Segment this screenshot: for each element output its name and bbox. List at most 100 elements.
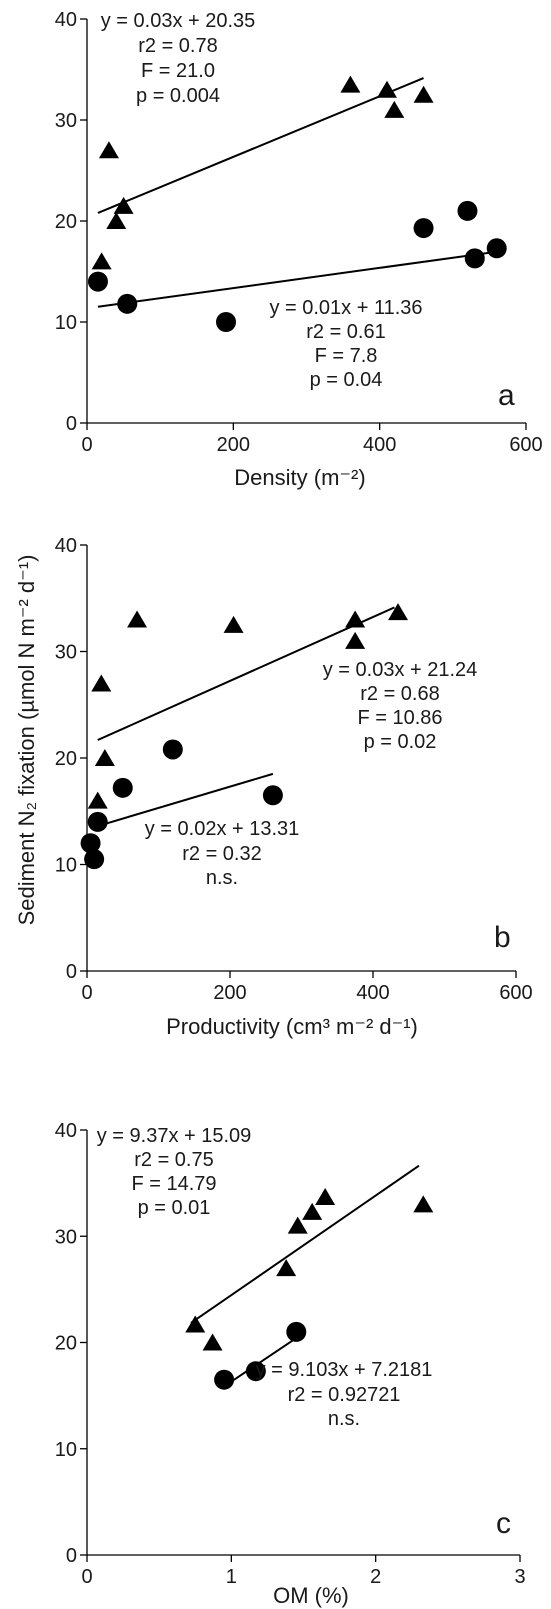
panel-a-triangle-p: p = 0.004 [136,85,220,107]
panel-a-triangle-r2: r2 = 0.78 [138,35,218,57]
panel-b-circle-point [84,849,105,870]
panel-c-y-tick-label: 30 [55,1226,77,1248]
panel-c-y-tick-label: 0 [66,1545,77,1567]
panel-c-triangle-point [276,1259,297,1277]
shared-y-axis-label: Sediment N₂ fixation (µmol N m⁻² d⁻¹) [14,555,39,926]
panel-c-triangle-point [413,1195,434,1213]
panel-a-circle-equation: y = 0.01x + 11.36 [269,297,422,319]
panel-a-circle-point [87,271,108,292]
panel-b-letter: b [494,921,511,954]
panel-a-y-tick-label: 30 [55,110,77,132]
panel-a-triangle-fit-line [97,77,424,214]
panel-a-circle-point [486,238,507,259]
panel-b-triangle-point [87,791,108,809]
panel-b-circle-point [80,833,101,854]
panel-a-x-tick-label: 600 [509,434,542,456]
panel-c-annotations: y = 9.37x + 15.09 r2 = 0.75 F = 14.79 p … [97,1125,511,1540]
panel-a-annotations: y = 0.03x + 20.35 r2 = 0.78 F = 21.0 p =… [101,10,515,412]
panel-b-circle-point [162,739,183,760]
panel-c-triangle-r2: r2 = 0.75 [134,1149,214,1171]
panel-a-triangle-point [384,100,405,118]
panel-c-circle-point [245,1361,266,1382]
panel-a-y-tick-label: 10 [55,312,77,334]
panel-a-triangle-point [106,212,127,229]
panel-b-x-tick-label: 0 [81,982,92,1004]
panel-c-x-tick-label: 3 [514,1566,525,1588]
panel-a-letter: a [498,379,515,412]
panel-a-triangle-point [376,80,397,98]
panel-c-circle-point [286,1321,307,1342]
panel-a-x-tick-label: 200 [217,434,250,456]
panel-a-circle-fit-line [97,250,501,308]
panel-c-circle-ns: n.s. [328,1408,360,1430]
panel-a-circle-r2: r2 = 0.61 [306,321,386,343]
panel-c-triangle-point [287,1216,308,1234]
panel-b-triangle-point [127,610,148,628]
panel-a-triangle-point [413,85,434,103]
panel-b-y-tick-label: 10 [55,855,77,877]
panel-a-x-tick-label: 0 [81,434,92,456]
panel-c: 0 10 20 30 40 0 1 2 3 y = 9.37x + 15.09 r2 = 0.7… [55,1120,526,1608]
panel-c-circle-r2: r2 = 0.92721 [288,1384,401,1406]
panel-b-circle-ns: n.s. [206,867,238,889]
panel-b-triangle-point [223,615,244,633]
panel-b-triangle-point [91,674,112,692]
panel-c-triangle-fit-line [190,1164,420,1324]
panel-a-circle-point [216,312,237,332]
panel-c-marks: 0 10 20 30 40 0 1 2 3 [55,1120,526,1588]
panel-a-triangle-point [91,252,112,270]
panel-b-triangle-equation: y = 0.03x + 21.24 [323,659,478,681]
panel-b-circle-point [87,811,108,832]
panel-c-x-tick-label: 1 [226,1566,237,1588]
panel-c-x-axis-label: OM (%) [273,1583,349,1608]
panel-a-triangle-f: F = 21.0 [141,60,215,82]
panel-a-triangle-point [98,141,119,159]
panel-c-letter: c [496,1507,511,1540]
panel-b-x-tick-label: 600 [499,982,532,1004]
panel-b-y-tick-label: 20 [55,748,77,770]
panel-b-x-axis-label: Productivity (cm³ m⁻² d⁻¹) [166,1014,418,1039]
panel-b-triangle-point [345,631,366,649]
panel-b-triangle-p: p = 0.02 [364,731,437,753]
panel-b-circle-point [112,777,133,798]
panel-c-triangle-f: F = 14.79 [131,1173,216,1195]
panel-c-triangle-point [315,1187,336,1205]
panel-a-triangle-equation: y = 0.03x + 20.35 [101,10,256,32]
panel-b-triangle-f: F = 10.86 [357,707,442,729]
panel-b-triangle-point [94,749,115,766]
panel-c-triangle-equation: y = 9.37x + 15.09 [97,1125,252,1147]
panel-b-circle-fit-line [90,772,274,830]
panel-b-x-tick-label: 400 [356,982,389,1004]
panel-c-x-tick-label: 0 [81,1566,92,1588]
panel-c-circle-point [214,1369,235,1390]
panel-a-circle-f: F = 7.8 [315,345,378,367]
panel-a-triangle-point [113,196,134,214]
panel-b-triangle-point [345,610,366,628]
panel-c-y-tick-label: 10 [55,1439,77,1461]
panel-c-triangle-point [202,1333,223,1351]
panel-b-y-tick-label: 30 [55,642,77,664]
panel-b-triangle-point [388,603,409,621]
panel-c-triangle-point [185,1315,206,1333]
panel-a-triangle-point [340,75,361,93]
panel-a-circle-point [413,218,434,239]
panel-a-y-tick-label: 0 [66,413,77,435]
panel-c-triangle-point [302,1202,323,1220]
panel-a-circle-point [117,293,138,314]
panel-c-y-tick-label: 20 [55,1333,77,1355]
panel-b-triangle-r2: r2 = 0.68 [360,683,440,705]
panel-b-circle-r2: r2 = 0.32 [182,843,262,865]
panel-c-y-tick-label: 40 [55,1120,77,1142]
panel-c-triangle-p: p = 0.01 [138,1197,211,1219]
panel-c-x-tick-label: 2 [370,1566,381,1588]
panel-c-circle-equation: y = 9.103x + 7.2181 [256,1359,433,1381]
panel-b-y-tick-label: 40 [55,535,77,557]
panel-b-triangle-fit-line [97,606,395,741]
panel-a-circle-point [457,200,478,221]
panel-b-annotations: y = 0.03x + 21.24 r2 = 0.68 F = 10.86 p … [145,659,511,954]
